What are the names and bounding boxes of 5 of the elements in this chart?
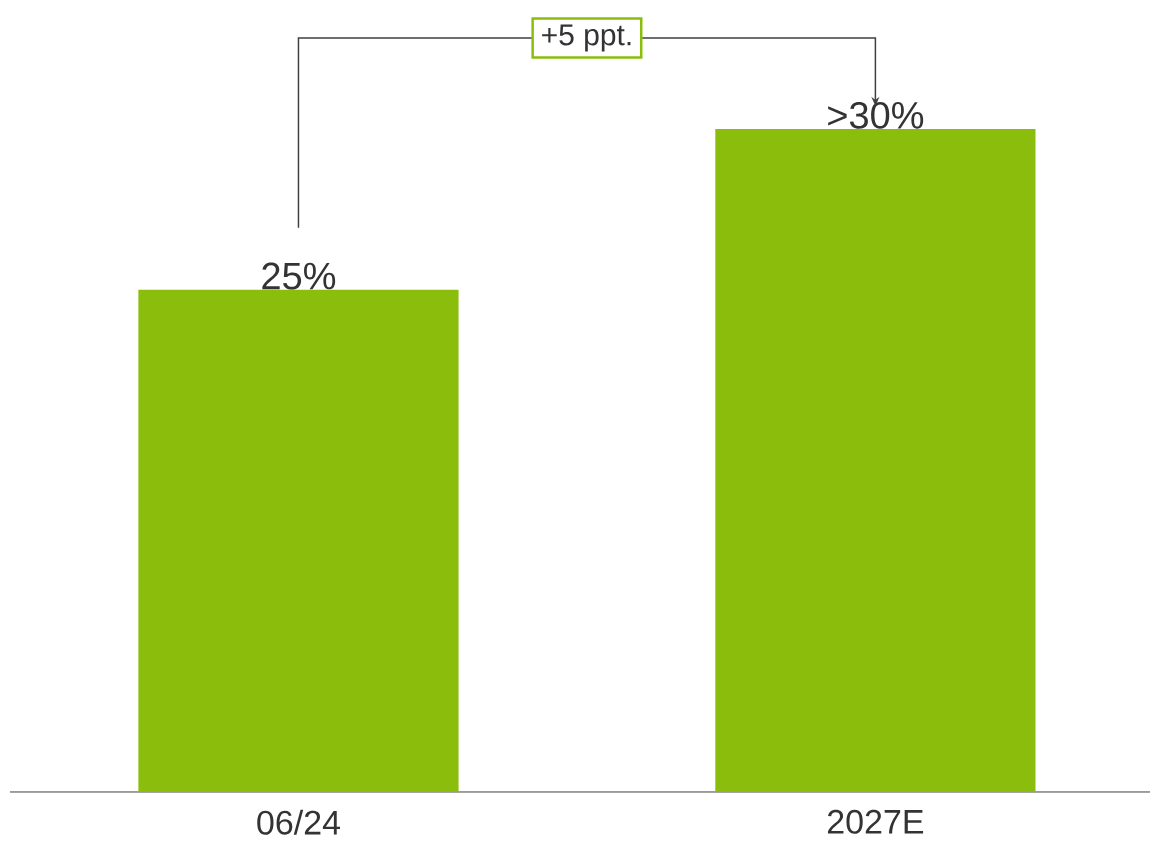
x-tick-label: 2027E: [827, 809, 924, 834]
data-label: >30%: [828, 101, 924, 129]
x-tick-label: 06/24: [257, 809, 340, 835]
text: +5 ppt.: [542, 24, 631, 52]
data-label: 25%: [262, 262, 336, 290]
